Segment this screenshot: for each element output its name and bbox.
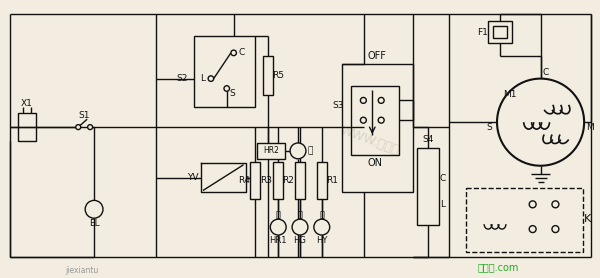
Circle shape bbox=[378, 97, 384, 103]
Bar bbox=[466, 187, 583, 252]
Text: M: M bbox=[586, 123, 594, 131]
Circle shape bbox=[208, 76, 214, 81]
Circle shape bbox=[292, 219, 308, 235]
Circle shape bbox=[224, 86, 230, 91]
Text: S1: S1 bbox=[79, 111, 90, 120]
Text: R4: R4 bbox=[238, 176, 250, 185]
Bar bbox=[194, 36, 256, 107]
Text: S4: S4 bbox=[422, 135, 433, 145]
Text: OFF: OFF bbox=[368, 51, 386, 61]
Text: R2: R2 bbox=[282, 176, 294, 185]
Text: YV: YV bbox=[187, 173, 199, 182]
Bar bbox=[263, 56, 273, 95]
Circle shape bbox=[76, 125, 81, 130]
Circle shape bbox=[88, 125, 92, 130]
Circle shape bbox=[231, 50, 236, 56]
Text: C: C bbox=[439, 174, 446, 183]
Circle shape bbox=[85, 200, 103, 218]
Bar bbox=[493, 26, 507, 38]
Text: S2: S2 bbox=[177, 74, 188, 83]
Text: HR2: HR2 bbox=[263, 147, 279, 155]
Bar bbox=[273, 162, 283, 199]
Bar bbox=[341, 64, 413, 192]
Circle shape bbox=[314, 219, 330, 235]
Circle shape bbox=[361, 97, 367, 103]
Circle shape bbox=[529, 201, 536, 208]
Text: HG: HG bbox=[293, 237, 307, 245]
Text: C: C bbox=[542, 68, 548, 77]
Bar bbox=[295, 162, 305, 199]
Circle shape bbox=[270, 219, 286, 235]
Text: HY: HY bbox=[316, 237, 328, 245]
Text: R3: R3 bbox=[260, 176, 272, 185]
Text: EL: EL bbox=[89, 219, 100, 228]
Text: 红: 红 bbox=[276, 211, 281, 220]
Bar bbox=[417, 148, 439, 225]
Text: R1: R1 bbox=[326, 176, 338, 185]
Text: 绿: 绿 bbox=[298, 211, 302, 220]
Bar bbox=[18, 113, 35, 141]
Circle shape bbox=[361, 117, 367, 123]
Bar bbox=[317, 162, 327, 199]
Bar bbox=[488, 21, 512, 43]
Bar bbox=[250, 162, 260, 199]
Text: M1: M1 bbox=[503, 90, 517, 99]
Text: HR1: HR1 bbox=[269, 237, 287, 245]
Circle shape bbox=[529, 226, 536, 233]
Text: R5: R5 bbox=[272, 71, 284, 80]
Text: S: S bbox=[486, 123, 492, 131]
Text: X1: X1 bbox=[21, 99, 32, 108]
Text: L: L bbox=[200, 74, 205, 83]
Bar bbox=[257, 143, 285, 159]
Circle shape bbox=[378, 117, 384, 123]
Text: K: K bbox=[583, 214, 591, 224]
Text: 红: 红 bbox=[307, 147, 313, 155]
Circle shape bbox=[552, 226, 559, 233]
Text: 黄: 黄 bbox=[319, 211, 324, 220]
Text: WWW.学习网: WWW.学习网 bbox=[338, 123, 401, 157]
Text: ON: ON bbox=[368, 158, 383, 168]
Text: C: C bbox=[238, 48, 245, 57]
Text: 接线图.com: 接线图.com bbox=[478, 262, 518, 272]
Text: S3: S3 bbox=[332, 101, 344, 110]
Text: S: S bbox=[230, 89, 236, 98]
Circle shape bbox=[290, 143, 306, 159]
Text: jiexiantu: jiexiantu bbox=[65, 266, 99, 275]
Circle shape bbox=[552, 201, 559, 208]
Circle shape bbox=[497, 79, 584, 166]
Text: L: L bbox=[440, 200, 445, 209]
Bar bbox=[352, 86, 399, 155]
Text: F1: F1 bbox=[477, 28, 488, 37]
